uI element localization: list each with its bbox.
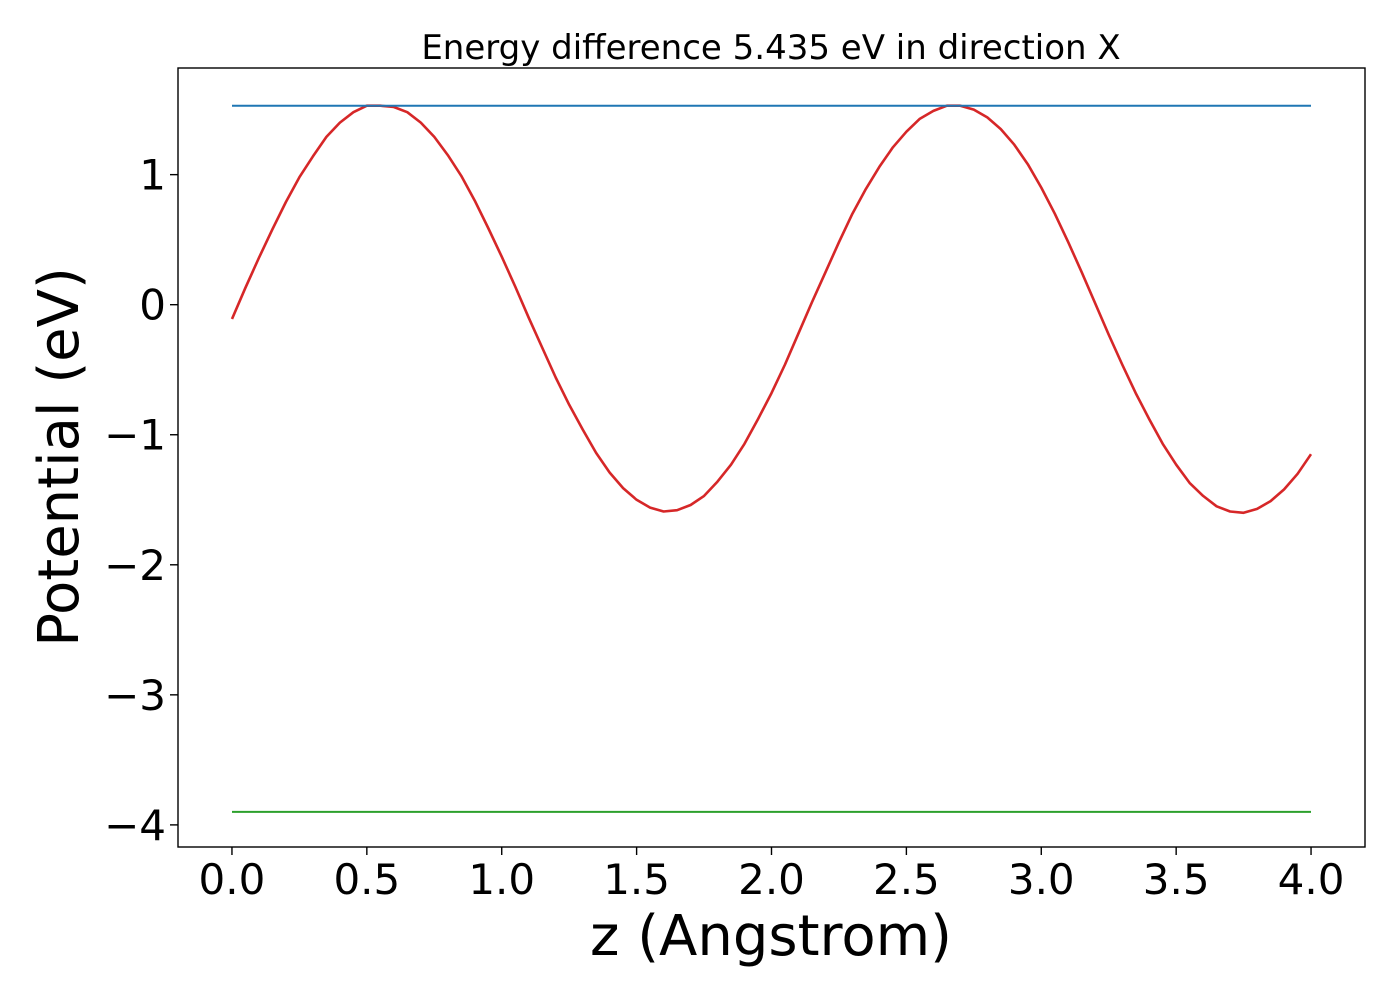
y-tick-label: −4 (104, 801, 166, 850)
series-line-1 (230, 104, 1313, 515)
y-tick-label: 1 (139, 151, 166, 200)
y-tick-label: 0 (139, 281, 166, 330)
x-tick-label: 0.5 (333, 855, 400, 904)
x-tick-label: 0.0 (199, 855, 266, 904)
y-tick-label: −3 (104, 671, 166, 720)
x-tick-label: 1.0 (468, 855, 535, 904)
x-tick-label: 3.0 (1008, 855, 1075, 904)
y-tick-label: −1 (104, 411, 166, 460)
x-tick-label: 2.0 (738, 855, 805, 904)
plot-frame (177, 67, 1366, 848)
x-tick-label: 3.5 (1143, 855, 1210, 904)
x-tick-label: 2.5 (873, 855, 940, 904)
x-tick-label: 1.5 (603, 855, 670, 904)
y-axis-label: Potential (eV) (27, 267, 92, 647)
series-layer (230, 104, 1313, 813)
x-axis-label: z (Angstrom) (590, 904, 952, 969)
x-axis: 0.0 0.5 1.0 1.5 2.0 2.5 3.0 3.5 4.0 (199, 847, 1345, 904)
y-axis: 1 0 −1 −2 −3 −4 (104, 151, 178, 850)
y-tick-label: −2 (104, 541, 166, 590)
x-tick-label: 4.0 (1278, 855, 1345, 904)
chart-title: Energy difference 5.435 eV in direction … (421, 28, 1120, 68)
